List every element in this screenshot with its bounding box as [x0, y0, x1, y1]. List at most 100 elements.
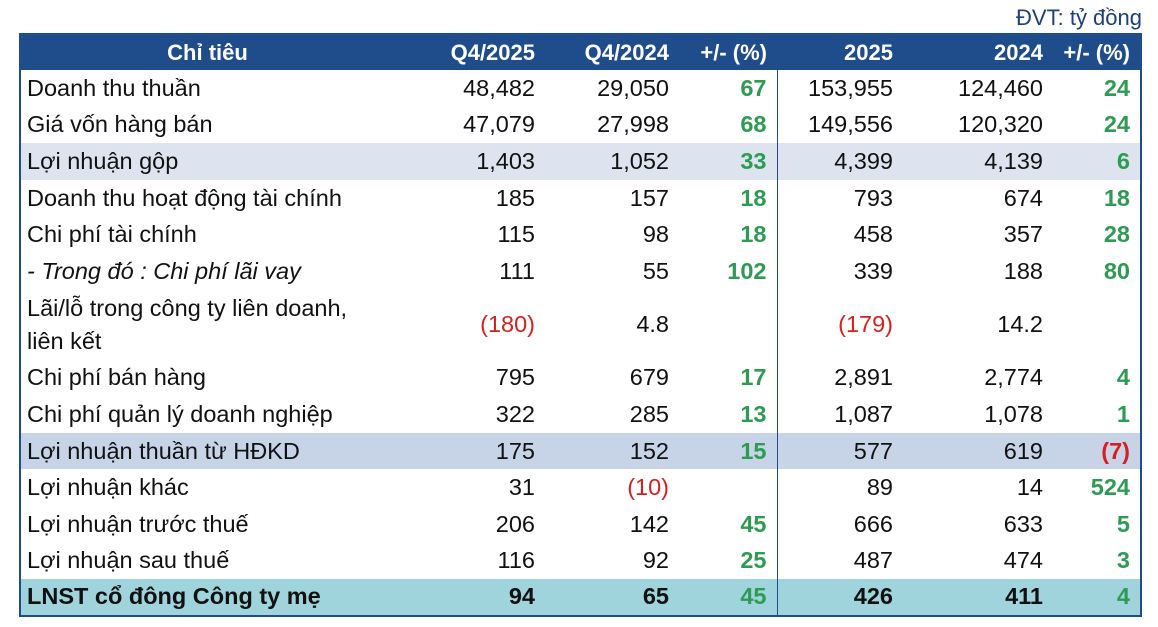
cell-quarter-change: 13: [679, 396, 778, 433]
table-row: - Trong đó : Chi phí lãi vay 111 55 102 339 1…: [20, 252, 1141, 290]
cell-quarter-change: 102: [679, 252, 778, 290]
cell-2025: 426: [777, 579, 903, 616]
cell-year-change: (7): [1053, 432, 1141, 470]
cell-2024: 357: [1003, 221, 1043, 248]
header-indicator: Chỉ tiêu: [167, 39, 248, 65]
cell-2025: 666: [853, 510, 893, 537]
cell-q4-2024: 29,050: [597, 74, 669, 101]
cell-2024: 2,774: [984, 364, 1043, 391]
table-row: Lợi nhuận sau thuế 116 92 25 487 474 3: [20, 542, 1141, 580]
table-row: Chi phí bán hàng 795 679 17 2,891 2,774 4: [20, 359, 1141, 397]
cell-q4-2025: 1,403: [400, 143, 545, 180]
row-label: Lợi nhuận khác: [27, 474, 189, 501]
cell-year-change: 3: [1116, 547, 1130, 574]
cell-year-change: [1053, 290, 1141, 360]
cell-q4-2025: 115: [497, 221, 535, 248]
cell-q4-2025: 175: [400, 432, 545, 470]
header-year-change: +/- (%): [1063, 39, 1130, 65]
row-label: Lợi nhuận gộp: [20, 143, 400, 180]
unit-label: ĐVT: tỷ đồng: [1016, 5, 1142, 30]
row-label: Lợi nhuận thuần từ HĐKD: [20, 432, 400, 470]
cell-2024: 674: [1003, 184, 1043, 211]
cell-year-change: 5: [1116, 510, 1130, 537]
cell-year-change: 524: [1090, 474, 1130, 501]
cell-2025: 793: [853, 184, 893, 211]
row-label: Doanh thu hoạt động tài chính: [27, 184, 342, 211]
cell-2025: 153,955: [808, 74, 893, 101]
cell-q4-2024: 55: [642, 257, 669, 284]
table-row: Doanh thu hoạt động tài chính 185 157 18 793…: [20, 179, 1141, 217]
cell-year-change: 80: [1103, 257, 1130, 284]
cell-2024: 14.2: [997, 311, 1043, 338]
table-row: Lãi/lỗ trong công ty liên doanh, liên kế…: [20, 289, 1141, 360]
cell-q4-2024: 98: [642, 221, 669, 248]
table-row: Chi phí quản lý doanh nghiệp 322 285 13 1,08…: [20, 396, 1141, 433]
table-row: LNST cổ đông Công ty mẹ 94 65 45 426 411 4: [20, 579, 1141, 616]
cell-year-change: 28: [1103, 221, 1130, 248]
cell-quarter-change: [679, 289, 778, 360]
cell-2025: 487: [853, 547, 893, 574]
cell-quarter-change: 18: [679, 216, 778, 253]
cell-q4-2025: 116: [497, 547, 535, 574]
cell-2025: 458: [853, 221, 893, 248]
cell-q4-2024: (10): [627, 474, 669, 501]
cell-year-change: 24: [1103, 111, 1130, 138]
cell-quarter-change: 68: [679, 106, 778, 144]
cell-quarter-change: 33: [679, 143, 778, 180]
row-label: Chi phí bán hàng: [27, 364, 207, 391]
cell-quarter-change: 25: [679, 542, 778, 580]
cell-2025: (179): [838, 311, 893, 338]
row-label: Doanh thu thuần: [27, 74, 201, 101]
table-row: Lợi nhuận trước thuế 206 142 45 666 633 5: [20, 505, 1141, 543]
cell-quarter-change: 15: [679, 432, 778, 470]
cell-q4-2024: 679: [629, 364, 669, 391]
header-q4-2025: Q4/2025: [450, 39, 535, 65]
cell-2024: 14: [1016, 474, 1043, 501]
cell-2024: 633: [1003, 510, 1043, 537]
cell-year-change: 24: [1103, 74, 1130, 101]
cell-q4-2024: 65: [545, 579, 679, 616]
row-label: Lợi nhuận trước thuế: [27, 510, 249, 537]
cell-2024: 411: [903, 579, 1053, 616]
table-row: Giá vốn hàng bán 47,079 27,998 68 149,556 120…: [20, 106, 1141, 144]
financial-table: Chỉ tiêu Q4/2025 Q4/2024 +/- (%) 2025 20…: [19, 33, 1142, 617]
cell-year-change: 1: [1116, 400, 1130, 427]
row-label: Lãi/lỗ trong công ty liên doanh, liên kế…: [27, 294, 348, 354]
cell-q4-2024: 152: [545, 432, 679, 470]
cell-q4-2025: 111: [499, 257, 535, 284]
cell-2024: 188: [1003, 257, 1043, 284]
cell-q4-2025: 795: [495, 364, 535, 391]
cell-q4-2024: 27,998: [597, 111, 669, 138]
cell-q4-2024: 92: [642, 547, 669, 574]
cell-q4-2024: 157: [629, 184, 669, 211]
cell-quarter-change: [679, 469, 778, 506]
cell-q4-2024: 1,052: [545, 143, 679, 180]
cell-q4-2025: 31: [508, 474, 535, 501]
cell-2025: 149,556: [808, 111, 893, 138]
cell-year-change: 4: [1053, 579, 1141, 616]
cell-2024: 124,460: [958, 74, 1043, 101]
cell-quarter-change: 18: [679, 179, 778, 217]
cell-2024: 120,320: [958, 111, 1043, 138]
table-row: Lợi nhuận thuần từ HĐKD 175 152 15 577 619 (7): [20, 432, 1141, 470]
row-label: Giá vốn hàng bán: [27, 111, 213, 138]
cell-2025: 2,891: [834, 364, 893, 391]
header-2025: 2025: [844, 39, 893, 65]
cell-2025: 339: [853, 257, 893, 284]
header-2024: 2024: [994, 39, 1043, 65]
cell-quarter-change: 45: [679, 579, 778, 616]
cell-2025: 89: [866, 474, 893, 501]
row-label: Chi phí quản lý doanh nghiệp: [27, 400, 333, 427]
header-q4-2024: Q4/2024: [584, 39, 669, 65]
row-label: LNST cổ đông Công ty mẹ: [20, 579, 400, 616]
cell-quarter-change: 17: [679, 359, 778, 397]
row-label: - Trong đó : Chi phí lãi vay: [27, 257, 301, 284]
header-quarter-change: +/- (%): [700, 39, 767, 65]
cell-2025: 577: [777, 432, 903, 470]
cell-q4-2025: 47,079: [463, 111, 535, 138]
table-row: Lợi nhuận gộp 1,403 1,052 33 4,399 4,139 6: [20, 143, 1141, 180]
cell-q4-2025: 48,482: [463, 74, 535, 101]
cell-q4-2025: (180): [480, 311, 535, 338]
cell-q4-2025: 94: [400, 579, 545, 616]
cell-year-change: 4: [1116, 364, 1130, 391]
